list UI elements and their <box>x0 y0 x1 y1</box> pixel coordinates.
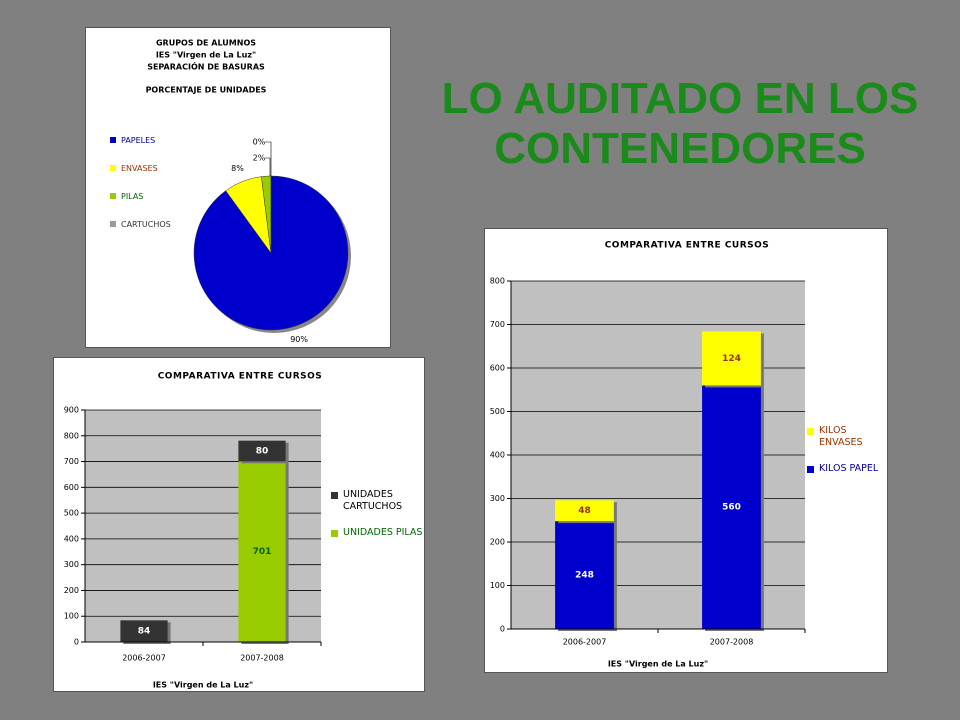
legend-swatch <box>807 428 814 435</box>
y-tick-label: 400 <box>64 534 79 543</box>
y-tick-label: 400 <box>490 451 505 460</box>
bar-chart-units: COMPARATIVA ENTRE CURSOS 0 100 200 300 400 500… <box>53 357 425 692</box>
bar-segment <box>238 440 286 462</box>
legend-swatch <box>807 466 814 473</box>
value-label: 48 <box>578 506 591 516</box>
value-label: 84 <box>138 627 151 637</box>
legend-label: KILOS PAPEL <box>819 463 879 474</box>
legend-swatch <box>110 193 116 199</box>
pie-chart: GRUPOS DE ALUMNOS IES "Virgen de La Luz" S… <box>85 27 391 348</box>
legend-swatch <box>331 530 338 537</box>
legend-item: UNIDADES CARTUCHOS <box>331 489 424 513</box>
chart-subtitle: PORCENTAJE DE UNIDADES <box>146 86 267 95</box>
x-axis-label: IES "Virgen de La Luz" <box>153 681 253 690</box>
chart-title: GRUPOS DE ALUMNOS <box>156 39 256 48</box>
y-tick-label: 700 <box>490 320 505 329</box>
legend: PAPELES ENVASES PILAS CARTUCHOS <box>110 136 171 248</box>
legend-item: KILOS ENVASES <box>807 425 887 449</box>
chart-title: SEPARACIÓN DE BASURAS <box>147 61 265 72</box>
legend-swatch <box>110 221 116 227</box>
bar-segment <box>238 461 286 642</box>
x-tick-label: 2006-2007 <box>563 638 607 647</box>
legend-item: PILAS <box>110 192 171 201</box>
value-label: 0% <box>253 138 266 147</box>
y-tick-label: 100 <box>490 581 505 590</box>
chart-title: COMPARATIVA ENTRE CURSOS <box>158 372 323 382</box>
y-tick-label: 800 <box>490 277 505 286</box>
chart-title: IES "Virgen de La Luz" <box>156 51 256 60</box>
leader-line <box>265 141 272 176</box>
value-label: 124 <box>722 354 741 364</box>
legend-item: ENVASES <box>110 164 171 173</box>
legend-label: PAPELES <box>121 136 156 145</box>
legend-swatch <box>110 165 116 171</box>
y-tick-label: 0 <box>500 625 505 634</box>
legend-label: UNIDADES PILAS <box>343 527 423 538</box>
y-tick-label: 600 <box>490 364 505 373</box>
bar-segment <box>555 521 614 629</box>
legend-item: CARTUCHOS <box>110 220 171 229</box>
legend-label: KILOS ENVASES <box>819 425 863 448</box>
legend-label: UNIDADES CARTUCHOS <box>343 489 403 512</box>
x-axis-label: IES "Virgen de La Luz" <box>608 660 708 669</box>
legend-swatch <box>331 492 338 499</box>
legend-label: CARTUCHOS <box>121 220 171 229</box>
value-label: 80 <box>256 446 269 456</box>
y-tick-label: 700 <box>64 457 79 466</box>
y-tick-label: 600 <box>64 483 79 492</box>
value-label: 8% <box>231 164 244 173</box>
x-tick-label: 2007-2008 <box>240 654 284 663</box>
chart-title: COMPARATIVA ENTRE CURSOS <box>605 241 770 251</box>
bar-segment <box>702 331 761 386</box>
bar-segment <box>702 385 761 629</box>
legend-item: UNIDADES PILAS <box>331 527 424 539</box>
x-tick-label: 2007-2008 <box>710 638 754 647</box>
legend-label: PILAS <box>121 192 144 201</box>
y-tick-label: 0 <box>74 638 79 647</box>
value-label: 90% <box>290 335 308 344</box>
bar-svg: COMPARATIVA ENTRE CURSOS 0 100 200 300 400 500… <box>490 241 806 669</box>
value-label: 2% <box>253 154 266 163</box>
legend-item: PAPELES <box>110 136 171 145</box>
bar-svg: COMPARATIVA ENTRE CURSOS 0 100 200 300 400 500… <box>64 372 323 690</box>
value-label: 248 <box>575 571 594 581</box>
y-tick-label: 100 <box>64 612 79 621</box>
legend-item: KILOS PAPEL <box>807 463 887 475</box>
bar-chart-kilos: COMPARATIVA ENTRE CURSOS 0 100 200 300 400 500… <box>484 228 888 673</box>
value-label: 701 <box>253 547 272 557</box>
y-tick-label: 200 <box>490 538 505 547</box>
value-label: 560 <box>722 503 741 513</box>
y-tick-label: 500 <box>64 509 79 518</box>
y-tick-label: 900 <box>64 406 79 415</box>
y-tick-label: 500 <box>490 407 505 416</box>
y-tick-label: 800 <box>64 431 79 440</box>
bar-segment <box>120 620 168 642</box>
legend: KILOS ENVASES KILOS PAPEL <box>807 425 887 489</box>
y-tick-label: 200 <box>64 586 79 595</box>
legend-swatch <box>110 137 116 143</box>
y-tick-label: 300 <box>490 494 505 503</box>
y-tick-label: 300 <box>64 560 79 569</box>
pie-svg: GRUPOS DE ALUMNOS IES "Virgen de La Luz"S… <box>146 39 351 344</box>
slide-title: LO AUDITADO EN LOS CONTENEDORES <box>441 74 919 173</box>
x-tick-label: 2006-2007 <box>122 654 166 663</box>
bar-segment <box>555 500 614 522</box>
leader-line <box>265 157 271 176</box>
legend: UNIDADES CARTUCHOS UNIDADES PILAS <box>331 489 424 553</box>
legend-label: ENVASES <box>121 164 158 173</box>
